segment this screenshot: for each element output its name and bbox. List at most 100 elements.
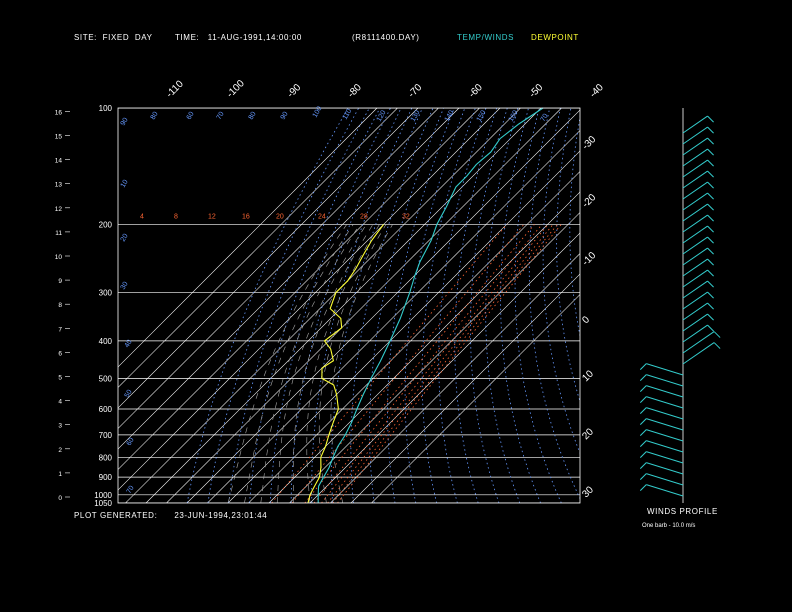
wind-barb <box>682 115 708 134</box>
wind-barb-flag <box>639 429 647 436</box>
wind-barb-flag <box>639 363 647 370</box>
mixing-ratio-label: 8 <box>174 213 178 220</box>
mixing-ratio-line <box>304 224 535 503</box>
isotherm <box>118 108 501 491</box>
wind-barb <box>646 429 684 442</box>
wind-barb-flag <box>639 418 647 425</box>
wind-barb-flag <box>707 225 714 233</box>
wind-barb-flag <box>707 192 714 200</box>
wind-barb-flag <box>707 159 714 167</box>
isotherm <box>330 253 580 503</box>
wind-barb-flag <box>707 247 714 255</box>
wind-barb-flag <box>707 269 714 277</box>
height-tick: 8 <box>58 302 62 309</box>
moist-adiabat <box>306 224 380 503</box>
dry-adiabat-label: 150 <box>476 109 488 123</box>
moist-adiabat <box>227 224 347 503</box>
dewpoint-line <box>307 224 385 504</box>
isotherm <box>248 171 580 503</box>
mixing-ratio-line <box>327 224 554 503</box>
height-tick: 6 <box>58 350 62 357</box>
dry-adiabat <box>404 108 466 503</box>
height-tick: 16 <box>55 109 63 116</box>
isotherm <box>118 108 439 429</box>
wind-barb <box>646 484 684 497</box>
dry-adiabat <box>583 108 666 503</box>
dry-adiabat-label: 90 <box>280 111 290 121</box>
wind-barb-flag <box>713 342 721 349</box>
mixing-ratio-line <box>313 224 543 503</box>
mixing-ratio-label: 16 <box>242 213 250 220</box>
isotherm <box>118 108 398 388</box>
wind-barb-flag <box>707 302 714 310</box>
wind-barb <box>646 451 684 464</box>
wind-barb-flag <box>639 473 647 480</box>
wind-barb <box>682 269 708 288</box>
wind-barb <box>646 374 684 387</box>
dry-adiabat-label: 40 <box>124 339 134 349</box>
dry-adiabat-label: 130 <box>410 109 422 123</box>
dry-adiabat-label: 50 <box>124 389 134 399</box>
pressure-tick: 1000 <box>94 491 112 500</box>
isotherm <box>350 273 580 503</box>
height-tick: 7 <box>58 326 62 333</box>
dry-adiabat <box>269 108 391 503</box>
wind-barb-flag <box>639 462 647 469</box>
top-temp-tick: -60 <box>467 82 485 100</box>
dry-adiabat <box>207 108 360 503</box>
top-temp-tick: -80 <box>346 82 364 100</box>
isotherm <box>371 294 580 503</box>
wind-barb <box>682 170 708 189</box>
wind-barb <box>646 462 684 475</box>
wind-barb-flag <box>707 148 714 156</box>
legend-dewpoint: DEWPOINT <box>531 33 579 42</box>
right-temp-tick: 20 <box>580 426 596 442</box>
wind-barb <box>646 385 684 398</box>
isotherm <box>118 108 460 450</box>
wind-barb <box>682 280 708 299</box>
top-temp-tick: -110 <box>164 78 186 100</box>
dry-adiabat <box>369 108 444 503</box>
top-temp-tick: -50 <box>527 82 545 100</box>
plot-generated: PLOT GENERATED: 23-JUN-1994,23:01:44 <box>74 511 268 520</box>
wind-barb-flag <box>707 203 714 211</box>
isotherm <box>186 109 580 503</box>
wind-barb <box>646 440 684 453</box>
wind-barb-flag <box>707 214 714 222</box>
dry-adiabat-label: 20 <box>120 233 130 243</box>
pressure-tick: 200 <box>99 220 113 229</box>
wind-barb-flag <box>639 407 647 414</box>
isotherm <box>125 108 521 503</box>
dry-adiabat-label: 110 <box>342 108 354 121</box>
moist-adiabat <box>330 224 393 503</box>
wind-barb <box>682 302 708 321</box>
dry-adiabat-label: 70 <box>216 111 226 121</box>
wind-barb <box>682 291 708 310</box>
wind-barb <box>646 363 684 376</box>
isotherm <box>118 108 419 409</box>
dry-adiabat <box>186 108 349 503</box>
wind-barb <box>646 473 684 486</box>
legend-temp: TEMP/WINDS <box>457 33 515 42</box>
wind-barb <box>682 225 708 244</box>
pressure-tick: 900 <box>99 473 113 482</box>
time-label: TIME: 11-AUG-1991,14:00:00 <box>175 33 302 42</box>
pressure-tick: 500 <box>99 374 113 383</box>
wind-barb <box>682 247 708 266</box>
wind-barb-flag <box>713 331 721 338</box>
pressure-tick: 400 <box>99 337 113 346</box>
wind-barb <box>682 324 708 343</box>
right-temp-tick: -10 <box>580 250 598 268</box>
right-temp-tick: -20 <box>580 192 598 210</box>
height-tick: 4 <box>58 399 62 406</box>
dry-adiabat <box>595 108 686 503</box>
wind-barb-flag <box>707 313 714 321</box>
pressure-tick: 300 <box>99 289 113 298</box>
wind-barb <box>646 407 684 420</box>
height-tick: 13 <box>55 182 63 189</box>
mixing-ratio-line <box>291 224 525 503</box>
wind-barb <box>682 313 708 332</box>
dry-adiabat <box>500 108 541 503</box>
wind-barb-flag <box>707 137 714 145</box>
